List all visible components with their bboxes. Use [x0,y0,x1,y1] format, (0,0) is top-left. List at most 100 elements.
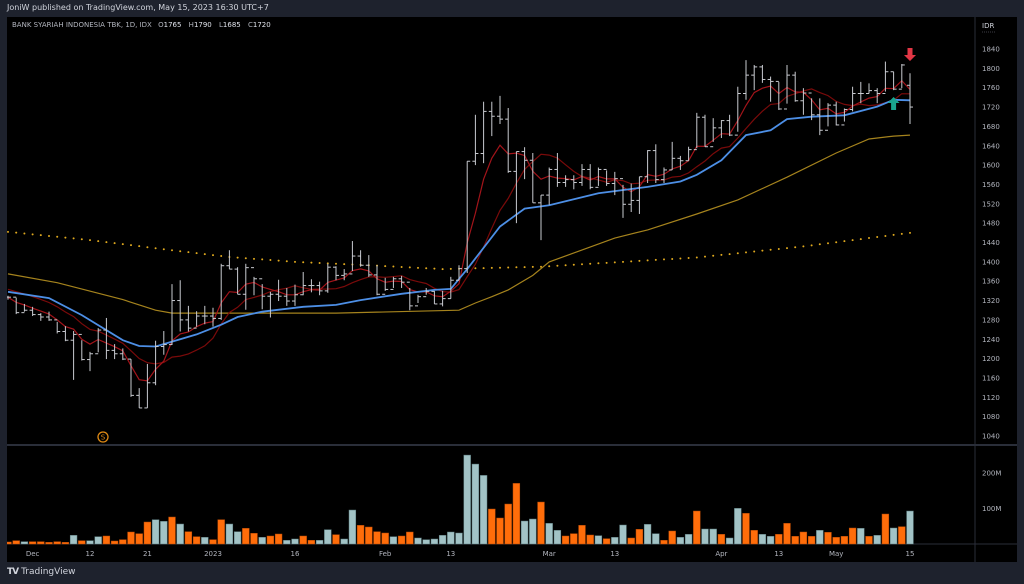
volume-bar-up [734,508,742,545]
volume-bar-up [520,520,529,545]
y-tick-label: 1400 [982,258,1000,266]
volume-bar-up [479,475,488,545]
ma-dotted-point [564,264,567,267]
volume-bar-up [766,536,775,545]
volume-bar-up [225,523,234,545]
volume-bar-up [291,538,299,545]
y-tick-label: 1280 [982,316,1000,324]
volume-bar-down [898,526,906,545]
ohlc-bar [743,60,749,100]
arrow-down-icon [904,48,916,61]
ma-dotted-point [654,258,657,261]
ohlc-bar [857,81,864,104]
ma-dotted-point [909,231,911,234]
volume-bar-up [652,533,660,545]
ohlc-bar [767,76,774,102]
volume-bar-up [389,536,398,545]
ohlc-bar [13,296,20,315]
chart-panel[interactable]: IDR 1840 1800 1760 1720 1680 1640 1600 1560 1520 1… [7,17,1017,562]
ma-dotted-point [113,242,116,245]
y-tick-label: 1560 [982,181,1000,189]
volume-bar-down [578,525,586,545]
ma-dotted-point [39,234,42,237]
volume-bar-down [381,532,389,545]
ma-dotted-point [261,258,264,261]
ohlc-bar [415,294,421,307]
ohlc-bar [382,277,389,295]
ma-dotted-point [425,267,428,270]
x-tick-label: 15 [906,550,915,558]
volume-bar-up [619,524,627,545]
y-tick-label: 1480 [982,220,1000,228]
ma-dotted-point [720,253,723,256]
ohlc-bar [775,80,782,110]
ma-blue-line [7,98,911,348]
volume-bar-down [602,538,611,545]
ma-dotted-point [474,267,477,270]
volume-bar-down [865,536,873,545]
ohlc-bar [538,194,544,241]
volume-bar-down [660,540,668,545]
ma-dotted-point [384,265,387,268]
ma-dotted-point [15,231,18,234]
ohlc-bar [546,167,553,205]
ma-dotted-point [408,266,411,269]
volume-bar-down [61,542,70,545]
ma-dotted-point [212,254,214,257]
volume-bar-up [816,530,824,545]
volume-bar-down [37,541,45,545]
ma-dotted-point [490,266,493,269]
ohlc-bar [620,178,626,218]
ma-dotted-point [507,266,510,269]
volume-bar-down [848,527,857,545]
ohlc-bar [480,101,487,164]
volume-bar-up [160,521,168,545]
volume-bar-down [717,534,726,545]
ohlc-bar [513,151,520,224]
ohlc-bar [226,250,233,270]
ohlc-bar [316,281,323,296]
volume-bar-up [725,537,734,545]
ohlc-bar [357,250,364,267]
volume-bar-up [348,509,357,545]
ohlc-bar [29,306,36,317]
y-tick-label: 1120 [982,394,1000,402]
ma-dotted-point [753,250,756,253]
ma-dotted-point [23,232,26,235]
ohlc-bar [652,144,659,183]
price-chart[interactable]: IDR 1840 1800 1760 1720 1680 1640 1600 1560 1520 1… [7,17,1017,562]
ma-dotted-point [695,256,698,259]
ohlc-bar [488,101,495,137]
currency-label: IDR [982,22,994,30]
volume-bar-down [537,501,545,545]
volume-bar-down [750,530,758,545]
x-tick-label: 2023 [204,550,222,558]
volume-bar-down [168,516,176,545]
ma-dotted-point [154,247,157,250]
footer-brand[interactable]: TV TradingView [7,567,76,577]
volume-bar-up [438,535,447,545]
ohlc-bar [292,284,298,306]
volume-bar-down [110,540,119,545]
ma-dotted-point [769,248,772,251]
ma-dotted-point [777,247,780,250]
ohlc-bar [595,167,602,188]
ohlc-bar [333,266,339,281]
ma-dotted-point [728,253,731,256]
volume-bar-up [447,531,455,545]
ma-dotted-point [121,243,124,246]
volume-bar-down [332,534,340,545]
ma-dotted-point [400,265,403,268]
volume-bar-down [250,533,258,545]
ma-dotted-point [794,246,797,249]
ohlc-bar [201,305,208,325]
ohlc-bar [283,287,290,306]
ohlc-bar [324,263,331,293]
ma-dotted-point [302,261,305,264]
volume-bar-down [561,535,570,545]
ma-dotted-point [745,251,747,254]
symbol-legend: BANK SYARIAH INDONESIA TBK, 1D, IDX O176… [12,21,275,29]
y-tick-label: 1440 [982,239,1000,247]
x-tick-label: 13 [774,550,783,558]
ohlc-bar [136,388,143,409]
